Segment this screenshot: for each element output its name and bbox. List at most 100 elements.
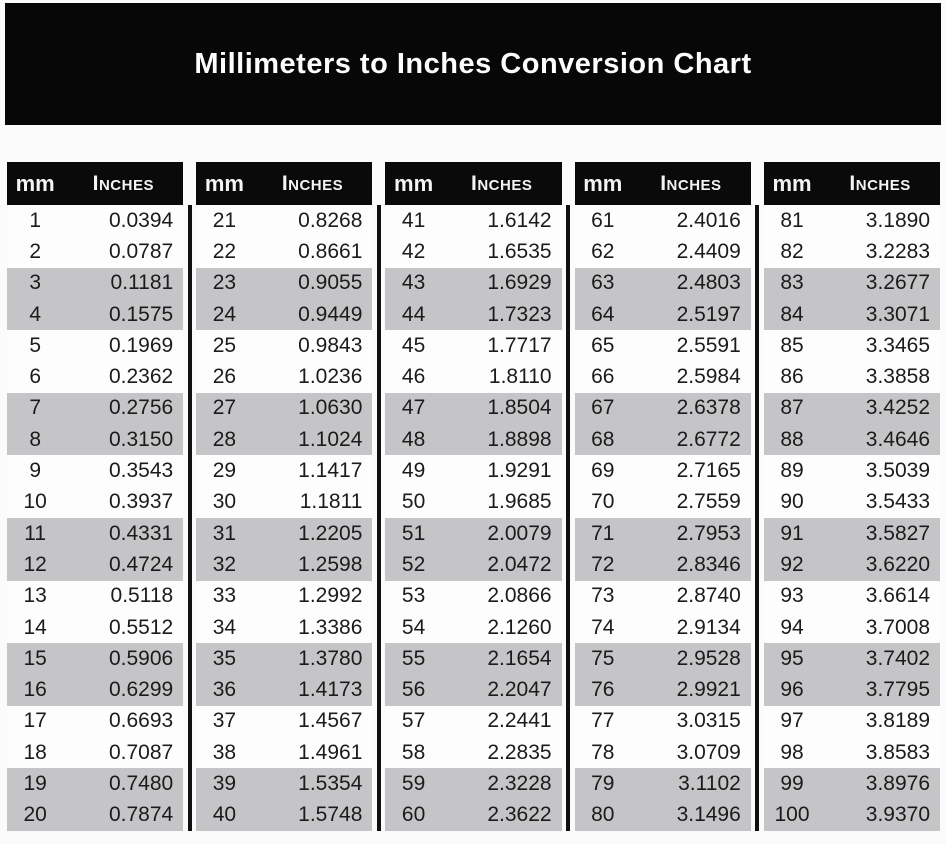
conversion-table: mm Inches 1 0.0394 2 0.0787 3 0.1181 4 0.1575 5 0.1… — [7, 162, 941, 831]
inches-value: 2.7953 — [676, 521, 741, 545]
table-row: 5 0.1969 — [7, 330, 184, 362]
column-header-mm: mm — [583, 170, 623, 196]
inches-value: 1.6929 — [487, 271, 552, 295]
inches-value: 0.3937 — [108, 490, 174, 514]
table-row: 17 0.6693 — [7, 705, 184, 738]
inches-value: 2.3622 — [487, 803, 552, 827]
table-row: 51 2.0079 — [385, 517, 562, 550]
inches-value: 1.1811 — [299, 490, 363, 514]
mm-value: 64 — [591, 302, 615, 326]
table-row: 35 1.3780 — [196, 643, 373, 675]
inches-value: 0.7480 — [108, 771, 174, 795]
mm-value: 18 — [23, 740, 47, 764]
mm-value: 73 — [591, 584, 615, 608]
mm-value: 12 — [23, 552, 47, 576]
mm-value: 42 — [401, 239, 426, 263]
table-row: 77 3.0315 — [574, 705, 751, 738]
inches-value: 2.5197 — [676, 302, 741, 326]
mm-value: 61 — [591, 208, 615, 232]
column-group: mm Inches 81 3.1890 82 3.2283 83 3.2677 84 3.3071… — [763, 162, 941, 831]
mm-value: 98 — [780, 740, 804, 764]
inches-value: 3.7008 — [865, 615, 930, 639]
inches-value: 1.5354 — [298, 771, 363, 795]
column-header-inches: Inches — [92, 171, 154, 195]
inches-value: 3.3465 — [865, 333, 930, 357]
table-row: 59 2.3228 — [385, 768, 562, 800]
title-banner: Millimeters to Inches Conversion Chart — [5, 3, 941, 125]
inches-value: 3.7795 — [865, 678, 930, 702]
column-group: mm Inches 41 1.6142 42 1.6535 43 1.6929 44 1.7323… — [385, 162, 562, 831]
inches-value: 2.2441 — [487, 709, 552, 733]
mm-value: 31 — [212, 521, 237, 545]
inches-value: 0.9449 — [298, 302, 363, 326]
column-group: mm Inches 21 0.8268 22 0.8661 23 0.9055 24 0.9449… — [196, 162, 373, 831]
mm-value: 50 — [401, 490, 426, 514]
table-row: 68 2.6772 — [574, 424, 751, 456]
table-row: 41 1.6142 — [385, 205, 562, 237]
table-row: 16 0.6299 — [7, 674, 184, 706]
mm-value: 33 — [212, 584, 237, 608]
mm-value: 43 — [401, 271, 426, 295]
inches-value: 0.1575 — [108, 302, 174, 326]
column-group: mm Inches 61 2.4016 62 2.4409 63 2.4803 64 2.5197… — [574, 162, 751, 831]
column-header-row: mm Inches — [196, 162, 373, 205]
inches-value: 1.0236 — [298, 365, 363, 389]
inches-value: 0.9055 — [298, 271, 363, 295]
inches-value: 0.5512 — [108, 615, 174, 639]
inches-value: 0.0787 — [108, 239, 174, 263]
table-row: 44 1.7323 — [385, 298, 562, 331]
inches-value: 2.9528 — [676, 646, 741, 670]
table-row: 18 0.7087 — [7, 737, 184, 769]
inches-value: 2.9921 — [676, 678, 741, 702]
mm-value: 27 — [212, 396, 237, 420]
table-row: 40 1.5748 — [196, 799, 373, 831]
mm-value: 88 — [780, 427, 804, 451]
table-row: 91 3.5827 — [763, 517, 941, 550]
inches-value: 3.3858 — [865, 365, 930, 389]
table-row: 25 0.9843 — [196, 330, 373, 362]
mm-value: 58 — [401, 740, 426, 764]
mm-value: 38 — [212, 740, 237, 764]
table-row: 1 0.0394 — [7, 205, 184, 237]
table-row: 32 1.2598 — [196, 549, 373, 581]
column-header-inches: Inches — [849, 171, 911, 195]
mm-value: 87 — [780, 396, 804, 420]
mm-value: 68 — [591, 427, 615, 451]
column-header-mm: mm — [394, 170, 434, 196]
inches-value: 0.8661 — [298, 239, 363, 263]
table-row: 11 0.4331 — [7, 517, 184, 550]
table-row: 55 2.1654 — [385, 643, 562, 675]
mm-value: 1 — [29, 208, 42, 232]
table-row: 89 3.5039 — [763, 455, 941, 487]
table-row: 86 3.3858 — [763, 361, 941, 393]
inches-value: 3.2283 — [865, 239, 930, 263]
table-row: 22 0.8661 — [196, 236, 373, 268]
table-row: 62 2.4409 — [574, 236, 751, 268]
table-row: 84 3.3071 — [763, 298, 941, 331]
inches-value: 0.0394 — [108, 208, 174, 232]
inches-value: 1.2205 — [298, 521, 363, 545]
table-row: 96 3.7795 — [763, 674, 941, 706]
inches-value: 3.7402 — [865, 646, 930, 670]
table-row: 80 3.1496 — [574, 799, 751, 831]
table-row: 98 3.8583 — [763, 737, 941, 769]
mm-value: 55 — [401, 646, 426, 670]
table-row: 67 2.6378 — [574, 392, 751, 425]
inches-value: 3.6614 — [865, 584, 930, 608]
table-row: 12 0.4724 — [7, 549, 184, 581]
column-header-mm: mm — [772, 170, 812, 196]
table-row: 56 2.2047 — [385, 674, 562, 706]
mm-value: 82 — [780, 239, 804, 263]
group-divider — [562, 162, 575, 831]
mm-value: 11 — [24, 521, 47, 545]
mm-value: 39 — [212, 771, 237, 795]
table-row: 21 0.8268 — [196, 205, 373, 237]
table-row: 27 1.0630 — [196, 392, 373, 425]
inches-value: 2.9134 — [676, 615, 741, 639]
mm-value: 23 — [212, 271, 237, 295]
inches-value: 3.4252 — [865, 396, 930, 420]
table-row: 23 0.9055 — [196, 267, 373, 299]
inches-value: 0.6693 — [108, 709, 174, 733]
inches-value: 1.3386 — [298, 615, 363, 639]
